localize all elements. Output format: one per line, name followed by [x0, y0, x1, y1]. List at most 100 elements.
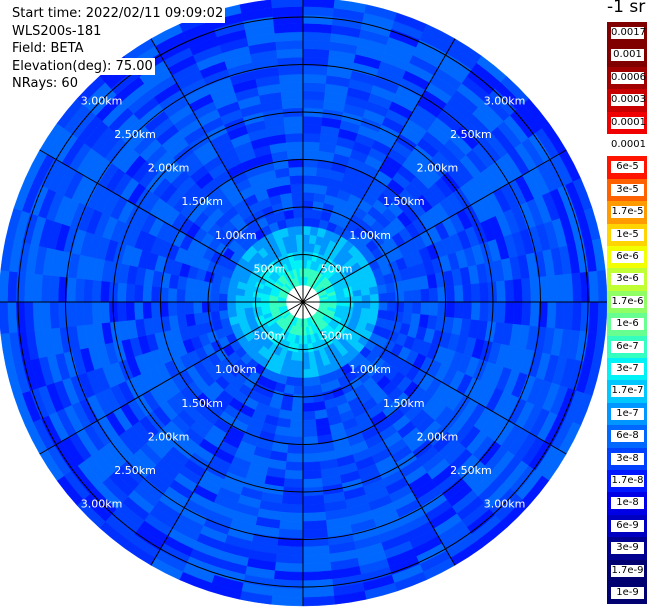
data-cell: [512, 301, 523, 326]
data-cell: [302, 48, 330, 59]
data-cell: [546, 301, 557, 329]
data-cell: [293, 208, 304, 219]
data-cell: [243, 301, 253, 309]
data-cell: [286, 141, 304, 152]
colorbar-label: 1e-8: [611, 497, 644, 510]
data-cell: [445, 285, 456, 303]
data-cell: [302, 23, 333, 34]
data-cell: [563, 301, 574, 331]
data-cell: [298, 259, 304, 269]
data-cell: [278, 528, 304, 539]
colorbar-cell: 1e-6: [607, 313, 647, 336]
range-label: 1.00km: [215, 229, 257, 242]
data-cell: [209, 301, 220, 312]
data-cell: [420, 288, 430, 303]
colorbar-cell: 1.7e-9: [607, 559, 647, 582]
data-cell: [302, 452, 320, 463]
data-cell: [453, 285, 464, 303]
range-label: 1.00km: [215, 363, 257, 376]
range-label: 500m: [254, 330, 286, 343]
colorbar-label: 1e-7: [611, 407, 644, 420]
data-cell: [15, 301, 27, 333]
data-cell: [302, 175, 317, 185]
data-cell: [302, 494, 325, 505]
data-cell: [100, 280, 111, 303]
data-cell: [273, 570, 304, 581]
data-cell: [554, 274, 565, 303]
data-cell: [521, 301, 532, 327]
data-cell: [7, 301, 18, 334]
data-cell: [24, 301, 35, 332]
data-cell: [274, 31, 304, 42]
colorbar-cell: 0.00017: [607, 111, 647, 134]
data-cell: [193, 301, 203, 314]
data-cell: [596, 301, 608, 334]
data-cell: [353, 295, 363, 303]
data-cell: [504, 301, 515, 325]
data-cell: [296, 242, 304, 252]
data-cell: [579, 271, 591, 303]
range-label: 2.00km: [148, 162, 190, 175]
colorbar-label: 3e-5: [611, 183, 644, 196]
data-cell: [336, 297, 346, 303]
data-cell: [292, 200, 304, 210]
colorbar-label: 1e-5: [611, 228, 644, 241]
colorbar-label: 1.7e-9: [611, 564, 644, 577]
data-cell: [420, 301, 430, 316]
colorbar-title: -1 sr: [607, 0, 646, 17]
colorbar-cell: 1e-7: [607, 402, 647, 426]
data-cell: [529, 277, 540, 303]
data-cell: [302, 40, 331, 51]
data-cell: [271, 0, 304, 9]
data-cell: [377, 284, 388, 295]
data-cell: [470, 301, 481, 321]
data-cell: [117, 282, 127, 303]
instrument-name: WLS200s-181: [12, 22, 104, 40]
data-cell: [280, 503, 304, 514]
data-cell: [302, 419, 317, 429]
data-cell: [91, 301, 102, 325]
data-cell: [184, 289, 195, 303]
data-cell: [49, 275, 60, 303]
data-cell: [411, 289, 422, 303]
data-cell: [289, 419, 304, 429]
elevation: Elevation(deg): 75.00: [12, 57, 155, 75]
data-cell: [302, 31, 332, 42]
data-cell: [495, 280, 506, 303]
range-label: 1.50km: [181, 195, 223, 208]
data-cell: [302, 352, 310, 362]
colorbar-label: 0.0001: [611, 139, 646, 151]
data-cell: [286, 149, 304, 160]
data-cell: [276, 48, 304, 59]
data-cell: [588, 301, 599, 334]
data-cell: [302, 402, 315, 412]
range-label: 2.50km: [450, 464, 492, 477]
data-cell: [275, 40, 304, 51]
data-cell: [41, 301, 52, 330]
data-cell: [470, 283, 481, 303]
data-cell: [302, 562, 332, 573]
data-cell: [504, 279, 515, 303]
data-cell: [167, 301, 178, 317]
colorbar-cell: 1e-8: [607, 492, 647, 515]
colorbar-label: 1e-6: [611, 318, 644, 331]
data-cell: [563, 273, 574, 303]
data-cell: [361, 294, 371, 303]
colorbar-cell: 0.0003: [607, 89, 647, 112]
data-cell: [285, 132, 304, 143]
data-cell: [201, 301, 211, 313]
data-cell: [284, 469, 304, 480]
data-cell: [579, 301, 591, 333]
data-cell: [546, 275, 557, 303]
colorbar-cell: 0.0001: [607, 134, 647, 157]
data-cell: [133, 284, 144, 303]
data-cell: [201, 291, 211, 303]
colorbar-cell: 6e-7: [607, 335, 647, 358]
range-label: 500m: [254, 262, 286, 275]
data-cell: [273, 23, 304, 34]
data-cell: [386, 301, 397, 312]
data-cell: [285, 217, 296, 228]
range-label: 3.00km: [81, 95, 123, 108]
data-cell: [281, 99, 304, 110]
data-cell: [302, 65, 328, 76]
